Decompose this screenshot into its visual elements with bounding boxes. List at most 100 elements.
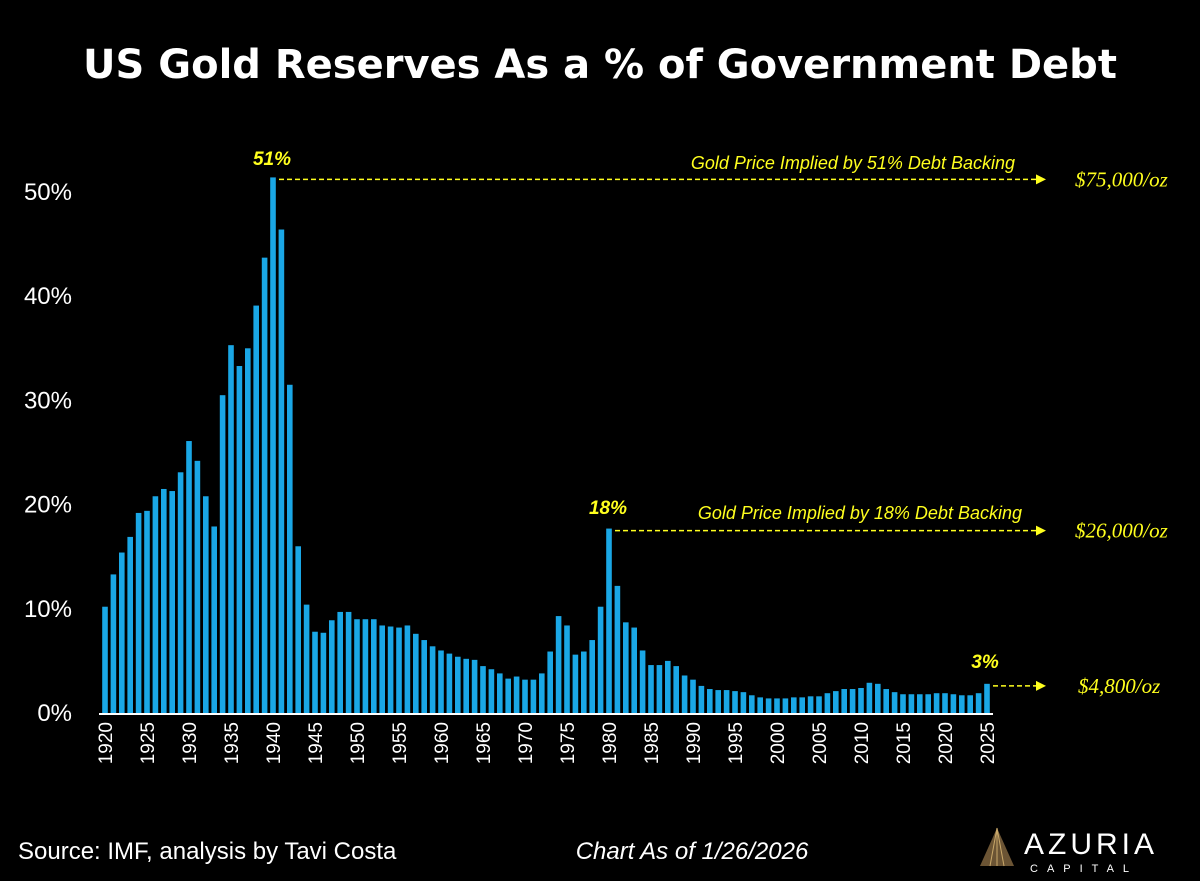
arrow-icon xyxy=(1036,680,1046,691)
bar-1963 xyxy=(463,658,469,713)
peak-label: 3% xyxy=(971,652,999,673)
x-tick-label: 1950 xyxy=(348,722,369,764)
arrow-icon xyxy=(1036,525,1046,536)
bars xyxy=(102,177,990,714)
bar-1920 xyxy=(102,606,108,713)
y-tick-label: 40% xyxy=(24,283,72,310)
bar-2021 xyxy=(950,694,957,713)
x-tick-label: 1960 xyxy=(432,722,453,764)
bar-1939 xyxy=(261,257,268,713)
bar-1930 xyxy=(186,441,192,713)
bar-1965 xyxy=(480,666,486,713)
peak-label: 18% xyxy=(589,498,627,519)
bar-1929 xyxy=(177,472,184,713)
chart-title: US Gold Reserves As a % of Government De… xyxy=(83,42,1117,88)
bar-1952 xyxy=(371,619,377,713)
bar-1926 xyxy=(152,496,159,713)
x-tick-label: 2010 xyxy=(852,722,873,764)
bar-2014 xyxy=(891,692,898,713)
bar-1975 xyxy=(564,625,570,713)
bar-1995 xyxy=(732,691,738,713)
bar-1978 xyxy=(589,640,595,713)
bar-1988 xyxy=(673,666,679,713)
bar-1999 xyxy=(765,698,772,713)
logo-sub: CAPITAL xyxy=(1030,863,1138,875)
bar-1944 xyxy=(303,604,310,713)
bar-1958 xyxy=(421,640,427,713)
x-tick-label: 1975 xyxy=(558,722,579,764)
bar-1943 xyxy=(295,546,301,713)
bar-1946 xyxy=(320,632,327,713)
bar-1942 xyxy=(287,384,293,713)
peak-label: 51% xyxy=(253,149,291,170)
bar-1977 xyxy=(581,651,587,713)
bar-2005 xyxy=(816,696,822,713)
bar-1945 xyxy=(312,631,318,713)
x-tick-label: 1920 xyxy=(96,722,117,764)
implied-price: $4,800/oz xyxy=(1078,674,1160,698)
bar-1981 xyxy=(614,585,621,713)
bar-1980 xyxy=(606,528,612,713)
logo-mark-icon xyxy=(980,827,1014,867)
x-tick-label: 1945 xyxy=(306,722,327,764)
bar-1956 xyxy=(404,625,411,713)
bar-1954 xyxy=(387,626,394,713)
x-tick-label: 1925 xyxy=(138,722,159,764)
x-tick-label: 2005 xyxy=(810,722,831,764)
bar-1927 xyxy=(161,488,167,713)
bar-1966 xyxy=(488,669,495,713)
x-tick-label: 1990 xyxy=(684,722,705,764)
bar-1947 xyxy=(329,620,335,713)
bar-2016 xyxy=(908,694,915,713)
bar-1997 xyxy=(749,695,755,713)
bar-1982 xyxy=(623,622,629,713)
bar-1990 xyxy=(690,679,696,713)
y-axis: 0% 10% 20% 30% 40% 50% xyxy=(24,179,72,727)
bar-1940 xyxy=(270,177,276,714)
bar-1934 xyxy=(219,395,226,713)
bar-1925 xyxy=(144,510,150,713)
bar-1957 xyxy=(413,633,419,713)
bar-2018 xyxy=(925,694,931,713)
bar-1928 xyxy=(169,491,175,713)
logo-name: AZURIA xyxy=(1024,828,1158,861)
bar-1996 xyxy=(740,692,747,713)
bar-1976 xyxy=(572,654,579,713)
source-note: Source: IMF, analysis by Tavi Costa xyxy=(18,838,397,865)
bar-1979 xyxy=(597,606,604,713)
bar-1951 xyxy=(362,619,369,713)
chart-date: Chart As of 1/26/2026 xyxy=(576,838,809,865)
bar-2002 xyxy=(791,697,797,713)
bar-1967 xyxy=(497,673,503,713)
bar-1936 xyxy=(236,366,243,713)
bar-2009 xyxy=(849,689,856,713)
x-tick-label: 1995 xyxy=(726,722,747,764)
x-tick-label: 2020 xyxy=(936,722,957,764)
bar-2003 xyxy=(799,697,805,713)
bar-1998 xyxy=(757,697,763,713)
implied-price: $75,000/oz xyxy=(1075,167,1168,191)
bar-1960 xyxy=(438,650,444,713)
x-tick-label: 1930 xyxy=(180,722,201,764)
x-tick-label: 1955 xyxy=(390,722,411,764)
bar-2001 xyxy=(782,698,789,713)
bar-1983 xyxy=(631,627,637,713)
x-tick-label: 1940 xyxy=(264,722,285,764)
x-tick-label: 2025 xyxy=(978,722,999,764)
bar-2007 xyxy=(833,691,839,713)
bar-1924 xyxy=(135,512,142,713)
bar-1955 xyxy=(396,627,402,713)
bar-2010 xyxy=(858,687,864,713)
implied-price-caption: Gold Price Implied by 18% Debt Backing xyxy=(698,503,1022,523)
bar-1987 xyxy=(665,660,671,713)
bar-1992 xyxy=(707,689,713,713)
bar-1935 xyxy=(228,345,234,713)
bar-1971 xyxy=(530,679,537,713)
bar-1938 xyxy=(253,305,259,713)
bar-1961 xyxy=(446,653,453,713)
bar-1953 xyxy=(379,625,385,713)
bar-1984 xyxy=(639,650,646,713)
bar-2025 xyxy=(984,683,990,713)
bar-1931 xyxy=(194,460,201,713)
x-tick-label: 1965 xyxy=(474,722,495,764)
